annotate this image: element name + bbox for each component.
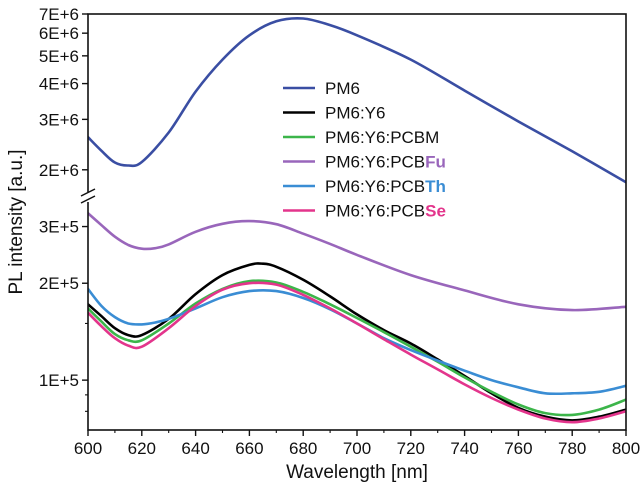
y-tick-label: 2E+5 — [39, 274, 79, 293]
x-tick-label: 620 — [128, 439, 156, 458]
x-tick-label: 760 — [504, 439, 532, 458]
legend-label-suffix: Se — [425, 202, 446, 221]
y-tick-label: 7E+6 — [39, 5, 79, 24]
series-line-5 — [88, 287, 626, 396]
x-tick-label: 780 — [558, 439, 586, 458]
x-tick-label: 720 — [397, 439, 425, 458]
plot-area — [88, 16, 626, 424]
y-axis-title: PL intensity [a.u.] — [6, 149, 27, 294]
legend-label: PM6:Y6:PCBFu — [325, 153, 446, 172]
axis-break-slash — [80, 195, 96, 204]
legend-label: PM6:Y6:PCBSe — [325, 202, 446, 221]
axis-ticks: 600 620 640 660 680 700 720 740 760 780 800 2E+6 3E+… — [39, 5, 640, 458]
y-tick-label: 2E+6 — [39, 161, 79, 180]
y-tick-label: 1E+5 — [39, 371, 79, 390]
legend-label-suffix: Th — [425, 177, 446, 196]
series-line-3 — [88, 279, 626, 417]
y-tick-label: 5E+6 — [39, 47, 79, 66]
y-tick-label: 4E+6 — [39, 75, 79, 94]
x-axis-title: Wavelength [nm] — [286, 462, 428, 483]
series-line-4 — [88, 211, 626, 312]
x-tick-label: 660 — [235, 439, 263, 458]
legend-label: PM6:Y6 — [325, 104, 385, 123]
x-tick-label: 800 — [612, 439, 640, 458]
axis-break-marker — [80, 188, 96, 204]
legend: PM6 PM6:Y6 PM6:Y6:PCBM PM6:Y6:PCBFu PM6:Y6:P… — [283, 79, 446, 221]
y-tick-label: 3E+5 — [39, 218, 79, 237]
x-tick-label: 700 — [343, 439, 371, 458]
x-tick-label: 740 — [450, 439, 478, 458]
y-tick-label: 3E+6 — [39, 110, 79, 129]
axis-break-slash — [80, 188, 96, 197]
x-tick-label: 600 — [74, 439, 102, 458]
legend-label-suffix: Fu — [425, 153, 446, 172]
x-tick-label: 640 — [181, 439, 209, 458]
series-line-6 — [88, 281, 626, 424]
x-tick-label: 680 — [289, 439, 317, 458]
axis-break-gap — [82, 192, 94, 202]
legend-label: PM6:Y6:PCBTh — [325, 177, 446, 196]
legend-label: PM6 — [325, 79, 360, 98]
y-tick-label: 6E+6 — [39, 24, 79, 43]
legend-label: PM6:Y6:PCBM — [325, 128, 439, 147]
plot-frame — [87, 13, 627, 431]
series-line-2 — [88, 262, 626, 422]
series-line-1 — [88, 16, 626, 184]
